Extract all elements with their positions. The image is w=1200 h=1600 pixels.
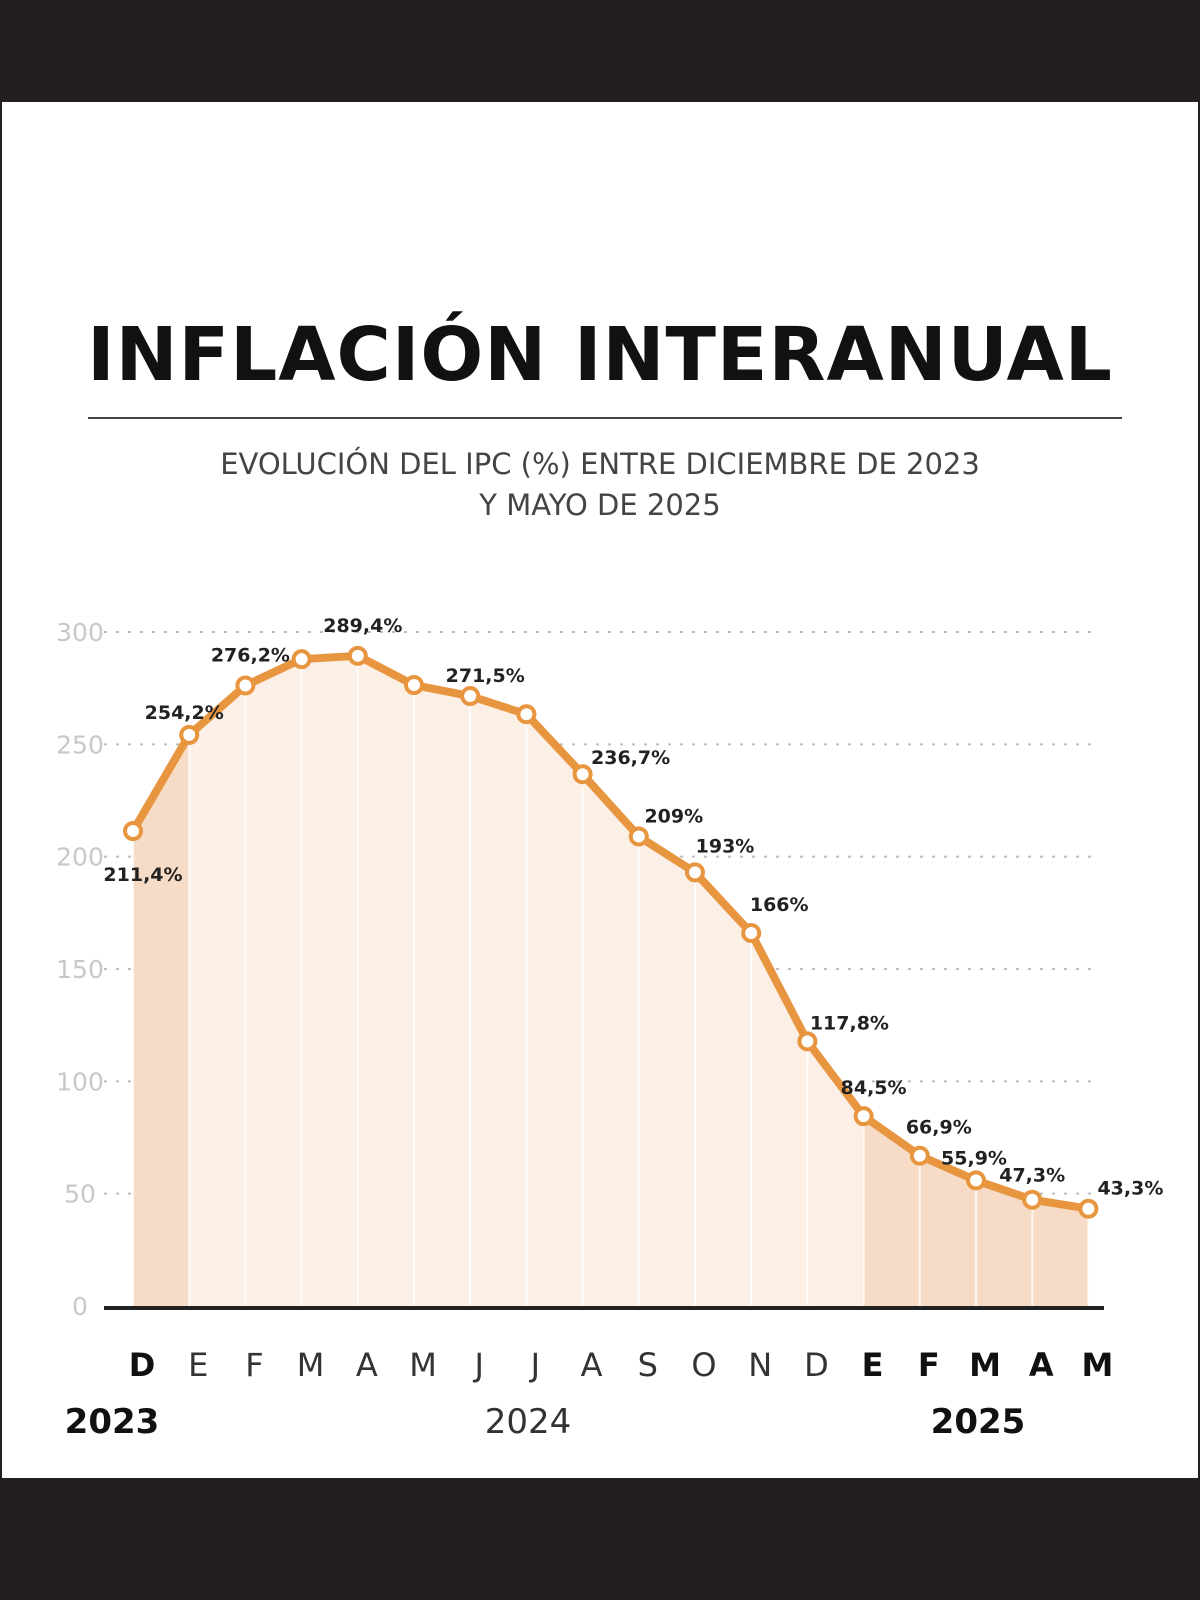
y-tick-label: 150	[56, 955, 104, 984]
subtitle-line-1: EVOLUCIÓN DEL IPC (%) ENTRE DICIEMBRE DE…	[220, 447, 980, 481]
data-point	[685, 862, 705, 883]
data-label: 276,2%	[211, 644, 290, 666]
data-point	[966, 1170, 986, 1191]
data-point	[909, 1145, 930, 1166]
y-tick-label: 250	[56, 730, 104, 759]
area-segment	[976, 1180, 1033, 1306]
area-segment	[751, 933, 808, 1306]
y-tick-label: 0	[72, 1292, 88, 1321]
title-divider	[88, 417, 1122, 419]
x-tick-label: J	[472, 1346, 483, 1384]
chart-subtitle: EVOLUCIÓN DEL IPC (%) ENTRE DICIEMBRE DE…	[0, 444, 1200, 526]
x-tick-label: S	[638, 1346, 658, 1384]
data-point	[347, 645, 368, 666]
area-segment	[638, 836, 695, 1306]
data-label: 271,5%	[446, 665, 525, 687]
data-label: 117,8%	[810, 1012, 889, 1034]
x-tick-label: M	[297, 1346, 325, 1384]
area-segment	[189, 685, 246, 1306]
data-label: 43,3%	[1097, 1178, 1163, 1200]
y-tick-label: 300	[56, 618, 104, 647]
x-tick-label: M	[409, 1346, 437, 1384]
y-tick-label: 200	[56, 843, 104, 872]
area-segment	[1032, 1199, 1089, 1306]
data-label: 166%	[750, 894, 809, 916]
year-label: 2024	[485, 1402, 572, 1442]
x-tick-label: E	[188, 1346, 208, 1384]
year-label: 2025	[931, 1402, 1026, 1442]
x-tick-label: A	[581, 1346, 603, 1384]
data-point	[572, 764, 593, 785]
y-tick-label: 50	[64, 1180, 96, 1209]
data-label: 209%	[644, 805, 703, 827]
area-segment	[807, 1041, 864, 1306]
data-point	[797, 1031, 818, 1052]
x-tick-label: F	[245, 1346, 263, 1384]
area-segment	[414, 685, 471, 1306]
data-point	[235, 675, 256, 696]
subtitle-line-2: Y MAYO DE 2025	[479, 488, 721, 522]
data-label: 84,5%	[841, 1077, 907, 1099]
x-tick-label: J	[529, 1346, 540, 1384]
x-tick-label: D	[804, 1346, 829, 1384]
data-point	[460, 686, 481, 707]
data-point	[1078, 1198, 1099, 1219]
data-point	[123, 821, 143, 842]
data-point	[291, 649, 312, 670]
chart-title: INFLACIÓN INTERANUAL	[87, 312, 1113, 398]
data-point	[516, 704, 537, 725]
x-tick-label: E	[862, 1346, 884, 1384]
area-segment	[919, 1155, 976, 1306]
data-label: 254,2%	[145, 702, 224, 724]
area-segment	[301, 655, 358, 1306]
data-label: 55,9%	[941, 1147, 1007, 1169]
area-segment	[470, 696, 527, 1306]
area-segment	[863, 1116, 920, 1306]
area-segment	[526, 714, 583, 1306]
data-point	[741, 923, 762, 944]
data-point	[179, 724, 200, 745]
data-point	[853, 1106, 874, 1127]
data-label: 47,3%	[999, 1165, 1065, 1187]
area-segment	[357, 655, 414, 1306]
x-tick-label: N	[748, 1346, 772, 1384]
data-point	[1022, 1189, 1043, 1210]
x-tick-label: A	[1029, 1346, 1054, 1384]
data-label: 193%	[696, 835, 755, 857]
data-label: 211,4%	[103, 864, 182, 886]
x-tick-label: M	[969, 1346, 1001, 1384]
area-segment	[245, 659, 302, 1306]
data-point	[404, 675, 424, 696]
data-label: 236,7%	[591, 747, 670, 769]
data-label: 289,4%	[323, 615, 402, 637]
area-segment	[133, 734, 190, 1306]
x-tick-label: A	[356, 1346, 378, 1384]
x-tick-label: F	[918, 1346, 940, 1384]
area-segment	[695, 872, 752, 1306]
data-label: 66,9%	[906, 1117, 972, 1139]
x-tick-label: D	[129, 1346, 156, 1384]
series-line	[129, 651, 1093, 1213]
area-segment	[582, 774, 639, 1306]
y-tick-label: 100	[56, 1067, 104, 1096]
x-tick-label: M	[1081, 1346, 1113, 1384]
year-label: 2023	[65, 1402, 160, 1442]
x-tick-label: O	[691, 1346, 716, 1384]
data-point	[628, 826, 649, 847]
